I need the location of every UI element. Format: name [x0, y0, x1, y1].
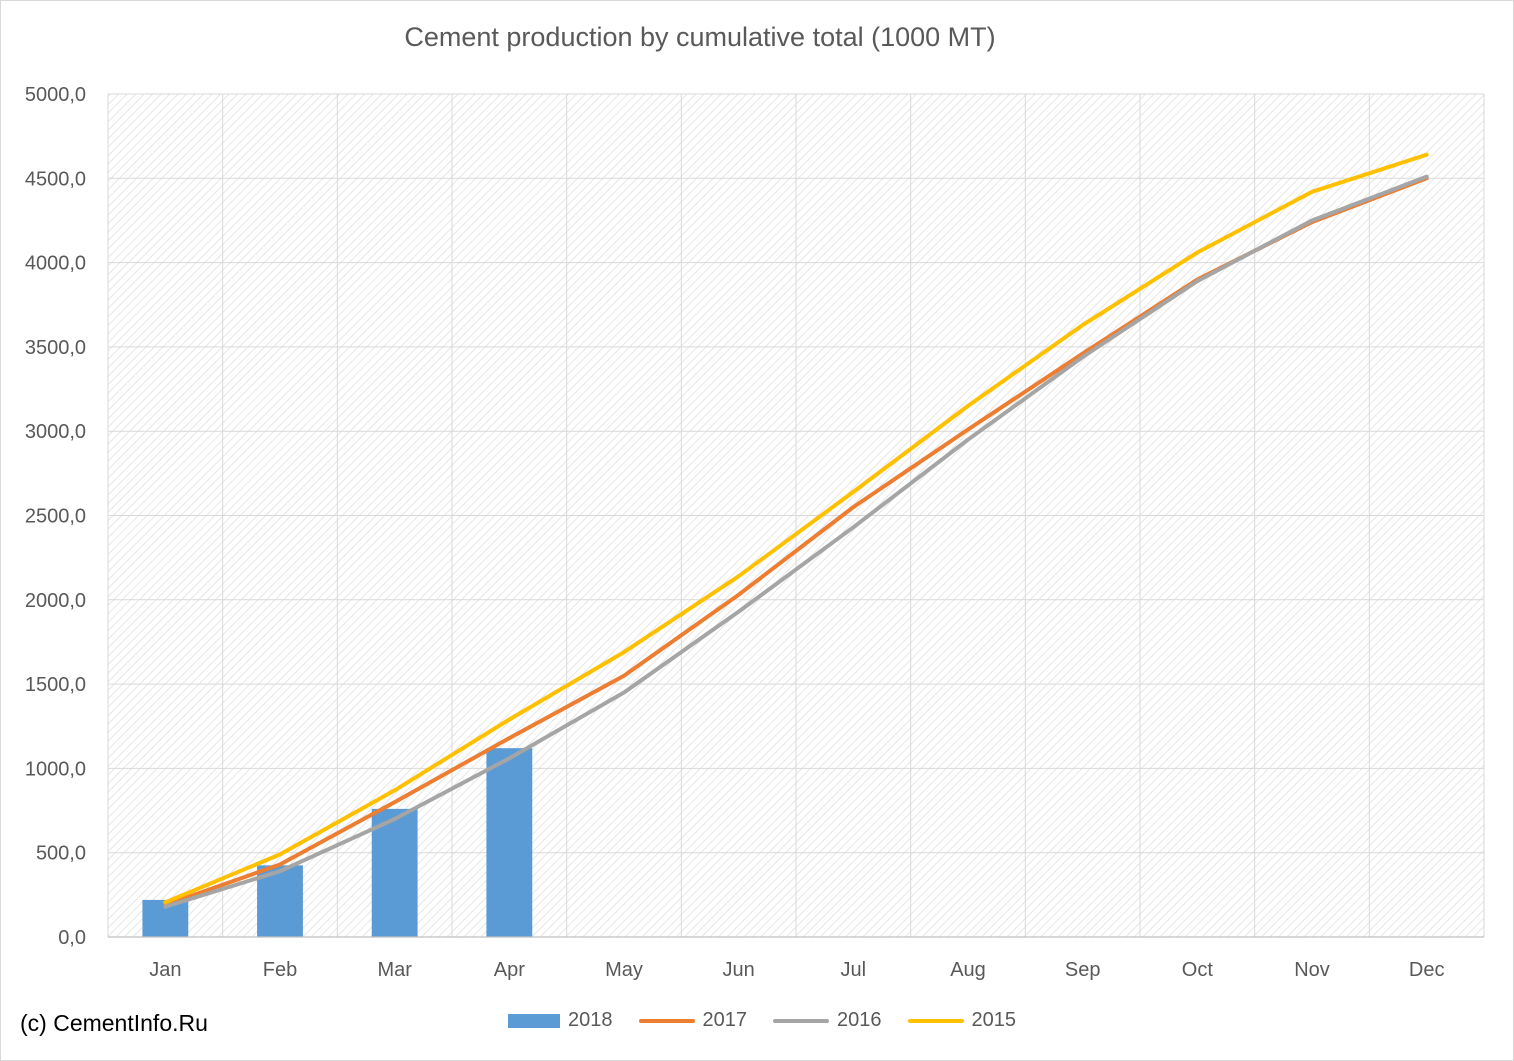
y-tick-label: 0,0 — [58, 927, 86, 949]
x-tick-label: Apr — [494, 959, 525, 981]
y-tick-label: 4500,0 — [25, 168, 86, 190]
y-tick-label: 5000,0 — [25, 84, 86, 106]
credit-text: (c) CementInfo.Ru — [20, 1010, 208, 1036]
legend-swatch — [773, 1018, 829, 1023]
x-tick-label: Aug — [950, 959, 986, 981]
x-tick-label: Sep — [1065, 959, 1101, 981]
bar-2018-apr — [486, 748, 533, 937]
y-tick-label: 500,0 — [36, 843, 86, 865]
y-tick-label: 1500,0 — [25, 674, 86, 696]
chart-title: Cement production by cumulative total (1… — [404, 22, 996, 52]
legend-label: 2017 — [702, 1009, 748, 1031]
y-tick-label: 4000,0 — [25, 253, 86, 275]
y-tick-label: 2000,0 — [25, 590, 86, 612]
x-tick-label: Nov — [1294, 959, 1330, 981]
x-tick-label: Jan — [149, 959, 181, 981]
x-tick-label: May — [605, 959, 643, 981]
x-tick-label: Jul — [841, 959, 867, 981]
line-series-2016 — [163, 174, 1429, 909]
legend-label: 2016 — [837, 1009, 882, 1031]
legend-swatch — [907, 1018, 964, 1023]
line-series-2015 — [163, 152, 1429, 905]
x-tick-label: Feb — [263, 959, 297, 981]
x-tick-label: Mar — [377, 959, 412, 981]
bar-2018-mar — [371, 808, 418, 937]
legend: 2018 2017 2016 2015 — [0, 1009, 1514, 1032]
legend-swatch — [638, 1018, 695, 1023]
bars-2018 — [142, 748, 533, 937]
chart-svg: 0,0 500,0 1000,0 1500,0 2000,0 2500,0 3000,0 35… — [25, 84, 1485, 981]
legend-label: 2015 — [971, 1009, 1017, 1031]
y-tick-label: 1000,0 — [25, 758, 86, 780]
legend-item-2017: 2017 — [638, 1009, 748, 1032]
lines — [163, 152, 1429, 909]
axes: 0,0 500,0 1000,0 1500,0 2000,0 2500,0 3000,0 35… — [25, 84, 1484, 981]
x-tick-label: Dec — [1409, 959, 1445, 981]
x-tick-label: Oct — [1182, 959, 1214, 981]
x-tick-label: Jun — [723, 959, 755, 981]
legend-item-2018: 2018 — [508, 1009, 613, 1032]
legend-item-2015: 2015 — [907, 1009, 1017, 1032]
y-tick-label: 2500,0 — [25, 506, 86, 528]
y-tick-label: 3500,0 — [25, 337, 86, 359]
legend-swatch — [508, 1013, 560, 1028]
y-tick-label: 3000,0 — [25, 421, 86, 443]
legend-label: 2018 — [568, 1009, 613, 1031]
legend-item-2016: 2016 — [773, 1009, 882, 1032]
